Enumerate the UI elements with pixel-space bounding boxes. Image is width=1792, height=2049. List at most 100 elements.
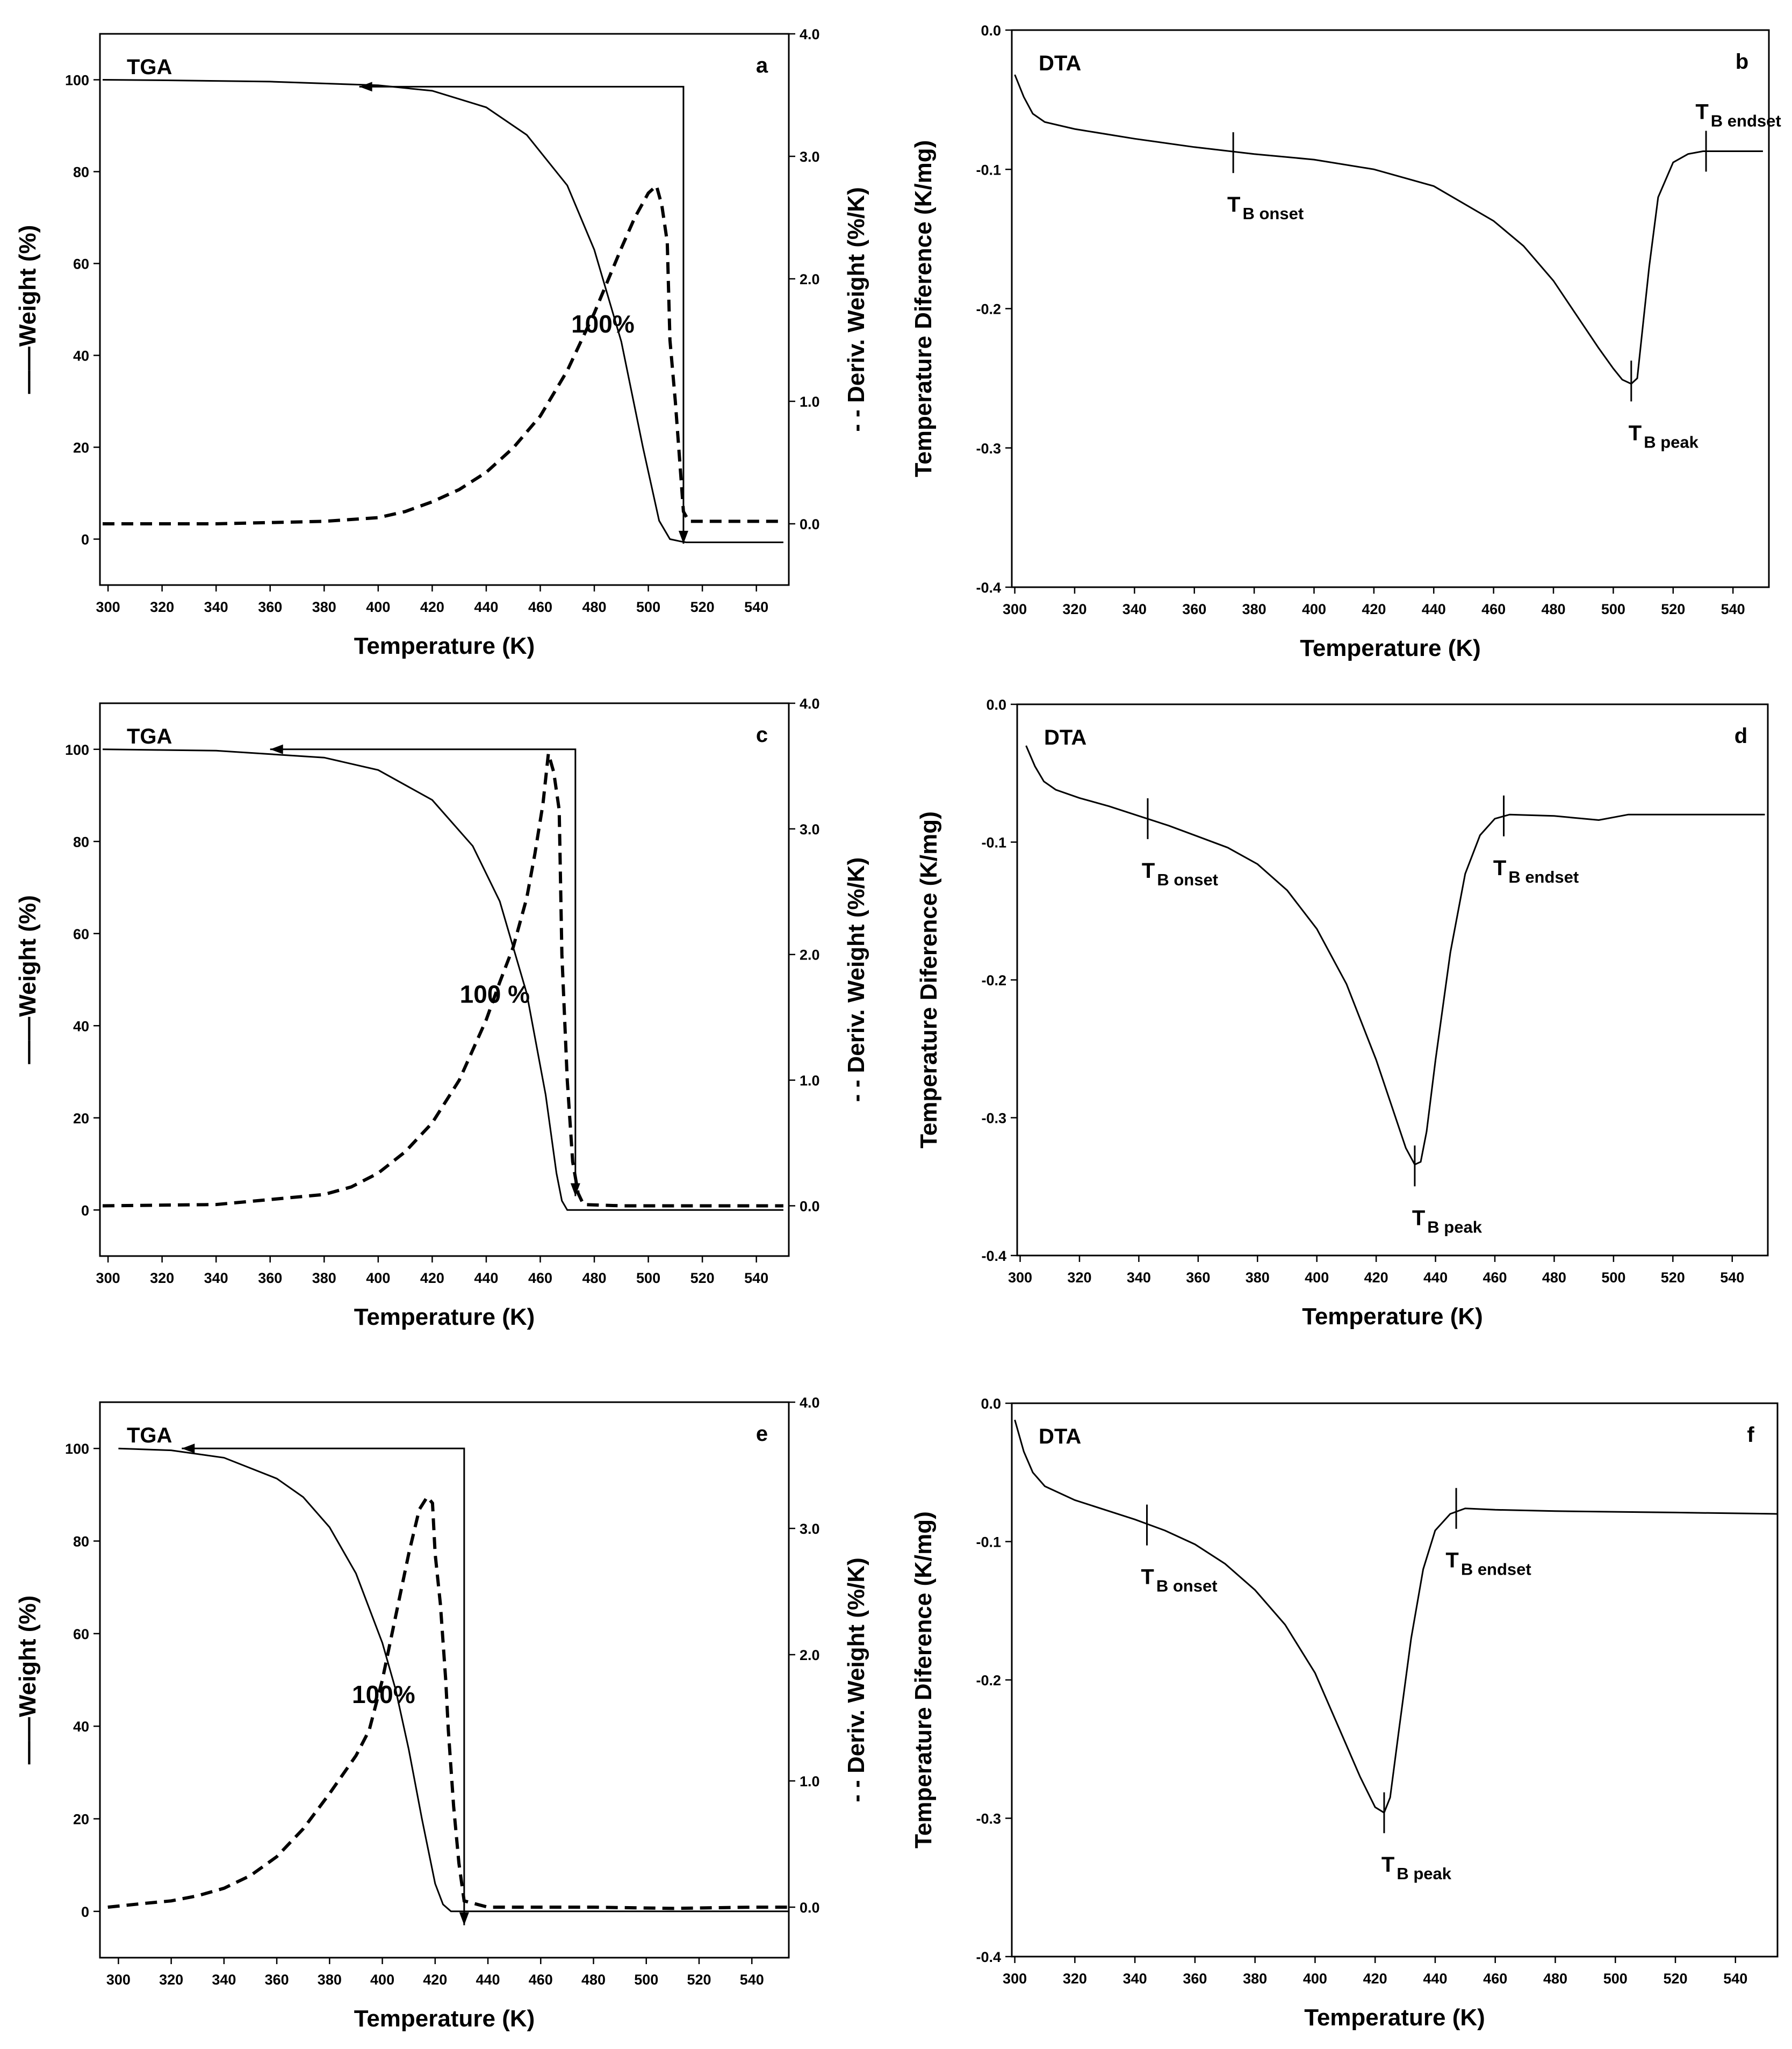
inset-title: DTA <box>1039 52 1081 75</box>
y2-axis-label: - - Deriv. Weight (%/K) <box>843 187 869 432</box>
plot-frame <box>1011 1402 1779 1958</box>
y2-axis-label: - - Deriv. Weight (%/K) <box>843 857 869 1102</box>
x-tick-label: 300 <box>1003 1971 1027 1987</box>
y-tick-label: 0.0 <box>981 1396 1001 1412</box>
x-tick-label: 500 <box>636 1270 660 1286</box>
x-tick-label: 460 <box>1482 1269 1507 1286</box>
y2-tick-label: 4.0 <box>800 696 820 712</box>
panel-label: e <box>756 1422 768 1446</box>
x-tick-label: 360 <box>265 1972 289 1988</box>
y2-axis-label: - - Deriv. Weight (%/K) <box>843 1557 869 1802</box>
loss-arrow-line <box>182 1447 465 1925</box>
y-tick-label: 0.0 <box>986 697 1006 713</box>
x-tick-label: 340 <box>1127 1269 1151 1286</box>
x-tick-label: 300 <box>96 1270 120 1286</box>
y-tick-label: -0.2 <box>981 972 1006 989</box>
x-tick-label: 520 <box>690 599 715 615</box>
y-tick-label: 40 <box>73 1018 89 1034</box>
y-tick-label: 20 <box>73 440 89 456</box>
y-tick-label: -0.3 <box>981 1110 1006 1127</box>
y-tick-label: -0.4 <box>981 1248 1006 1264</box>
y-axis-label: ——Weight (%) <box>15 895 41 1064</box>
y-tick-label: 60 <box>73 256 89 272</box>
x-tick-label: 420 <box>420 1270 444 1286</box>
x-tick-label: 460 <box>528 1270 552 1286</box>
x-tick-label: 460 <box>1483 1971 1507 1987</box>
panel-e: 300 320 340 360 380 400 420 440 460 480 500 520 5400… <box>15 1395 869 2032</box>
x-tick-label: 360 <box>258 599 282 615</box>
y2-tick-label: 3.0 <box>800 821 820 838</box>
x-tick-label: 440 <box>474 599 498 615</box>
x-tick-label: 420 <box>1363 1971 1387 1987</box>
x-tick-label: 400 <box>366 1270 390 1286</box>
x-tick-label: 520 <box>1663 1971 1687 1987</box>
x-tick-label: 540 <box>1723 1971 1747 1987</box>
y-tick-label: 0 <box>81 1202 89 1218</box>
x-tick-label: 360 <box>1182 601 1206 617</box>
mass-loss-annotation: 100% <box>571 310 635 338</box>
x-tick-label: 300 <box>96 599 120 615</box>
x-tick-label: 320 <box>1063 1971 1087 1987</box>
x-tick-label: 340 <box>1123 1971 1147 1987</box>
x-tick-label: 500 <box>634 1972 658 1988</box>
y-axis-label: ——Weight (%) <box>15 225 41 394</box>
x-tick-label: 440 <box>476 1972 500 1988</box>
x-tick-label: 300 <box>1003 601 1027 617</box>
x-tick-label: 440 <box>474 1270 498 1286</box>
loss-arrow-line <box>359 85 685 544</box>
y-tick-label: 80 <box>73 164 89 181</box>
x-tick-label: 440 <box>1423 1971 1447 1987</box>
mass-loss-annotation: 100 % <box>460 980 530 1008</box>
x-tick-label: 460 <box>1481 601 1506 617</box>
inset-title: TGA <box>127 55 172 79</box>
x-tick-label: 340 <box>212 1972 236 1988</box>
panel-d: 300 320 340 360 380 400 420 440 460 480 500 520 540 -… <box>916 697 1769 1330</box>
x-tick-label: 380 <box>1243 1971 1267 1987</box>
y2-tick-label: 2.0 <box>800 271 820 287</box>
y2-tick-label: 4.0 <box>800 26 820 42</box>
y-tick-label: -0.2 <box>976 301 1001 318</box>
x-tick-label: 420 <box>423 1972 447 1988</box>
x-tick-label: 520 <box>687 1972 711 1988</box>
x-tick-label: 400 <box>1302 601 1326 617</box>
x-tick-label: 520 <box>690 1270 715 1286</box>
x-tick-label: 480 <box>581 1972 606 1988</box>
x-tick-label: 540 <box>740 1972 764 1988</box>
y-tick-label: 20 <box>73 1812 89 1828</box>
panel-c: 300 320 340 360 380 400 420 440 460 480 500 520 5400… <box>15 696 869 1330</box>
y-tick-label: -0.1 <box>981 835 1006 851</box>
plot-frame <box>99 702 790 1257</box>
arrowhead-down <box>459 1912 469 1925</box>
y2-tick-label: 2.0 <box>800 1647 820 1663</box>
panel-label: c <box>756 723 768 747</box>
x-tick-label: 420 <box>1362 601 1386 617</box>
y2-tick-label: 2.0 <box>800 947 820 963</box>
x-tick-label: 320 <box>1062 601 1086 617</box>
dta-line <box>1014 1419 1778 1814</box>
x-tick-label: 440 <box>1422 601 1446 617</box>
x-tick-label: 480 <box>1543 1971 1567 1987</box>
x-tick-label: 320 <box>150 1270 174 1286</box>
x-tick-label: 380 <box>312 599 336 615</box>
x-tick-label: 480 <box>582 599 606 615</box>
x-tick-label: 540 <box>1720 1269 1744 1286</box>
arrowhead-left <box>182 1444 195 1454</box>
x-tick-label: 300 <box>106 1972 131 1988</box>
dta-line <box>1025 745 1765 1166</box>
x-tick-label: 340 <box>204 1270 228 1286</box>
y-tick-label: 60 <box>73 1626 89 1642</box>
x-tick-label: 320 <box>150 599 174 615</box>
x-tick-label: 540 <box>744 599 768 615</box>
y-tick-label: 100 <box>65 73 89 89</box>
x-tick-label: 400 <box>1303 1971 1327 1987</box>
arrowhead-left <box>359 82 372 92</box>
weight-line <box>118 1447 789 1913</box>
y-tick-label: -0.2 <box>976 1672 1001 1689</box>
y-axis-label: Temperature Diference (K/mg) <box>910 1511 937 1849</box>
